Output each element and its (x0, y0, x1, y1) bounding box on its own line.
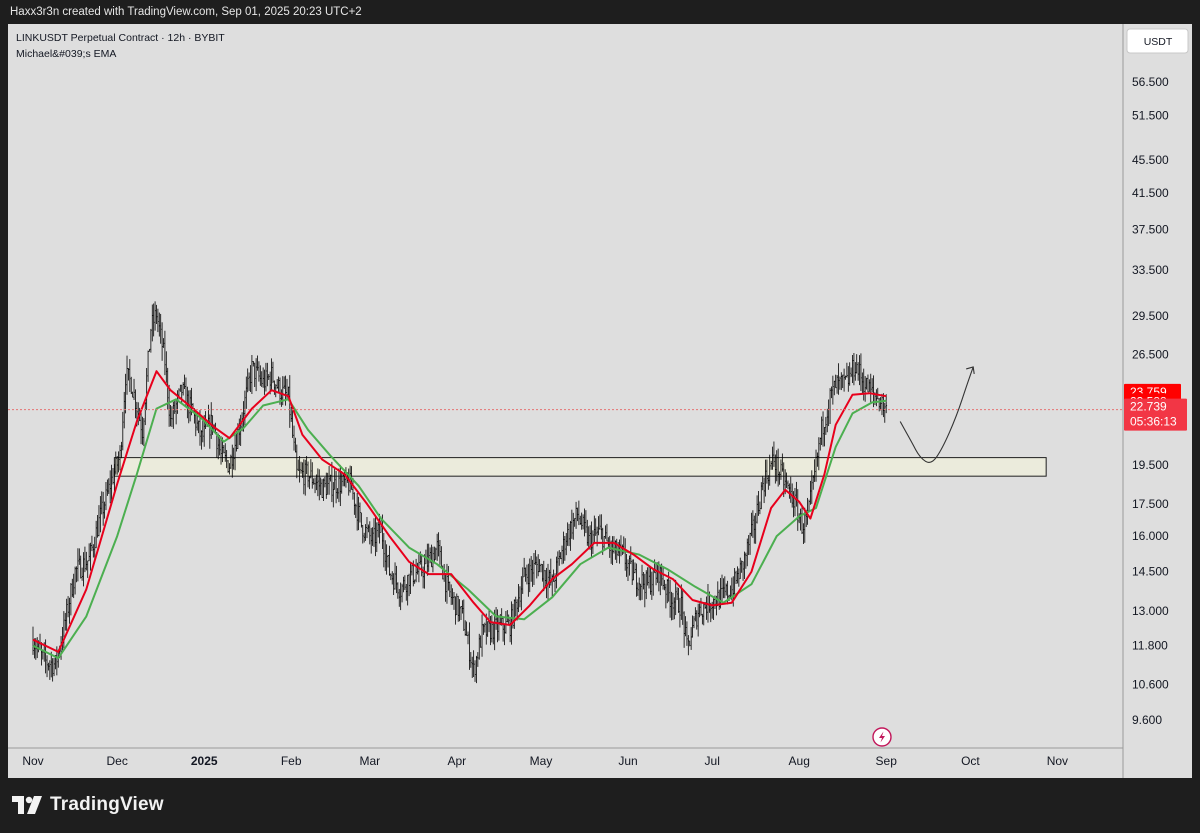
price-tick-label: 45.500 (1132, 153, 1169, 167)
time-tick-label: Jun (618, 754, 637, 768)
time-tick-label: Feb (281, 754, 302, 768)
time-tick-label: Oct (961, 754, 980, 768)
brand-name: TradingView (50, 794, 164, 815)
time-tick-label: Jul (705, 754, 720, 768)
tradingview-logo-icon (12, 796, 42, 814)
price-tick-label: 16.000 (1132, 529, 1169, 543)
price-tick-label: 9.600 (1132, 713, 1162, 727)
chart-title: LINKUSDT Perpetual Contract · 12h · BYBI… (16, 32, 225, 44)
tradingview-logo[interactable]: TradingView (12, 794, 164, 816)
time-tick-label: May (530, 754, 553, 768)
currency-button[interactable]: USDT (1126, 28, 1189, 54)
price-badge-value: 22.739 (1130, 400, 1167, 414)
price-chart[interactable]: 56.500 51.500 45.500 41.500 37.500 33.500 29.5… (8, 24, 1192, 778)
indicator-label: Michael&#039;s EMA (16, 48, 116, 60)
projection-path[interactable] (899, 366, 974, 463)
price-tick-label: 51.500 (1132, 108, 1169, 122)
time-tick-label: Nov (1047, 754, 1068, 768)
price-tick-label: 14.500 (1132, 565, 1169, 579)
price-tick-label: 26.500 (1132, 348, 1169, 362)
price-tick-label: 56.500 (1132, 75, 1169, 89)
time-tick-label: Aug (789, 754, 810, 768)
time-tick-label: Apr (447, 754, 466, 768)
ema-fast-line (32, 370, 887, 653)
time-axis[interactable]: Nov Dec 2025 Feb Mar Apr May Jun Jul Aug Sep Oct Nov (22, 754, 1068, 768)
price-tick-label: 41.500 (1132, 186, 1169, 200)
time-tick-label: Sep (876, 754, 898, 768)
price-tick-label: 17.500 (1132, 497, 1169, 511)
price-tick-label: 33.500 (1132, 263, 1169, 277)
countdown-label: 05:36:13 (1130, 415, 1177, 429)
price-tick-label: 13.000 (1132, 604, 1169, 618)
candlestick-series (32, 301, 888, 684)
time-tick-label: 2025 (191, 754, 218, 768)
time-tick-label: Nov (22, 754, 43, 768)
attribution-bar: Haxx3r3n created with TradingView.com, S… (0, 0, 1200, 24)
price-axis[interactable]: 56.500 51.500 45.500 41.500 37.500 33.500 29.5… (1132, 75, 1169, 727)
price-tick-label: 10.600 (1132, 677, 1169, 691)
price-badge (1124, 398, 1187, 431)
support-zone[interactable] (113, 457, 1047, 477)
footer: TradingView (0, 778, 1200, 833)
time-tick-label: Dec (107, 754, 128, 768)
time-tick-label: Mar (359, 754, 380, 768)
price-tick-label: 11.800 (1132, 639, 1168, 653)
lightning-icon[interactable] (872, 727, 892, 747)
price-tick-label: 19.500 (1132, 458, 1169, 472)
currency-label: USDT (1144, 36, 1173, 48)
price-tick-label: 29.500 (1132, 309, 1169, 323)
projection-arrowhead (966, 366, 975, 375)
attribution-text: Haxx3r3n created with TradingView.com, S… (10, 6, 362, 18)
chart-frame[interactable]: 56.500 51.500 45.500 41.500 37.500 33.500 29.5… (8, 24, 1192, 778)
price-tick-label: 37.500 (1132, 223, 1169, 237)
chart-background (8, 24, 1192, 778)
